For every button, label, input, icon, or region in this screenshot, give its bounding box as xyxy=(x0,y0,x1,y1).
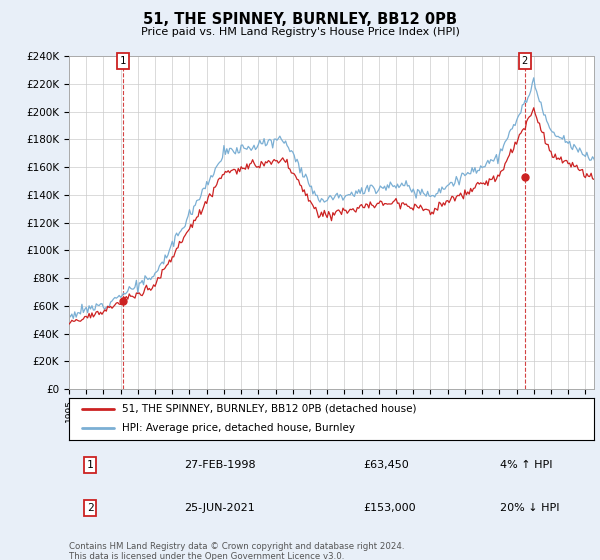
Text: 25-JUN-2021: 25-JUN-2021 xyxy=(185,503,255,513)
Text: £153,000: £153,000 xyxy=(363,503,416,513)
Text: 51, THE SPINNEY, BURNLEY, BB12 0PB (detached house): 51, THE SPINNEY, BURNLEY, BB12 0PB (deta… xyxy=(121,404,416,414)
Text: HPI: Average price, detached house, Burnley: HPI: Average price, detached house, Burn… xyxy=(121,423,355,433)
Text: 2: 2 xyxy=(86,503,94,513)
Text: 2: 2 xyxy=(521,56,528,66)
Text: 20% ↓ HPI: 20% ↓ HPI xyxy=(499,503,559,513)
Text: 1: 1 xyxy=(86,460,94,470)
Text: 4% ↑ HPI: 4% ↑ HPI xyxy=(499,460,552,470)
Text: 27-FEB-1998: 27-FEB-1998 xyxy=(185,460,256,470)
Text: £63,450: £63,450 xyxy=(363,460,409,470)
Text: Contains HM Land Registry data © Crown copyright and database right 2024.
This d: Contains HM Land Registry data © Crown c… xyxy=(69,542,404,560)
Text: Price paid vs. HM Land Registry's House Price Index (HPI): Price paid vs. HM Land Registry's House … xyxy=(140,27,460,37)
Text: 1: 1 xyxy=(120,56,127,66)
Text: 51, THE SPINNEY, BURNLEY, BB12 0PB: 51, THE SPINNEY, BURNLEY, BB12 0PB xyxy=(143,12,457,27)
